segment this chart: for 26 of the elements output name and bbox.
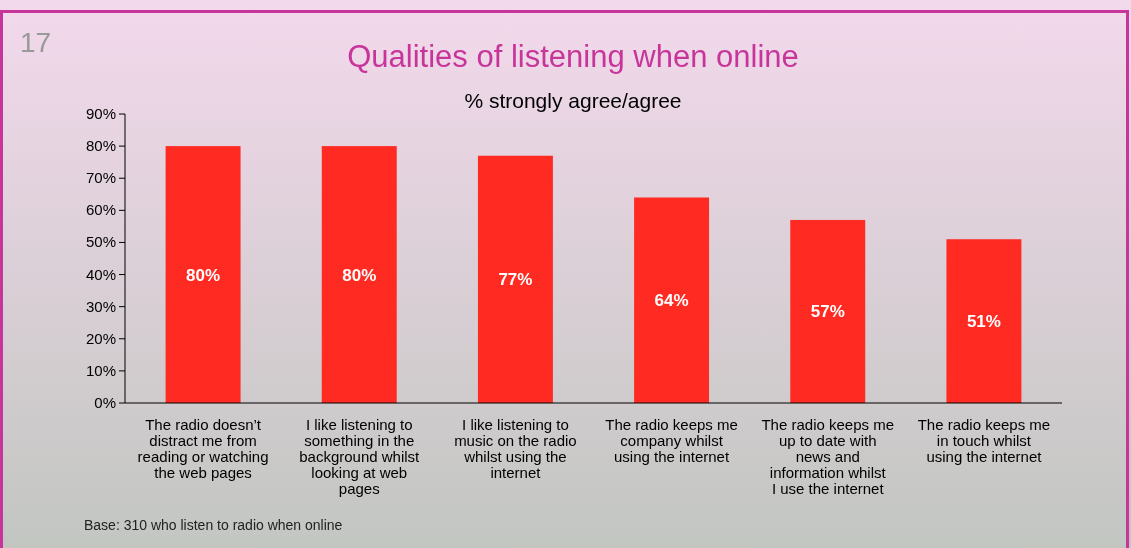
data-label: 51% (966, 312, 1001, 332)
y-tick-label: 30% (85, 297, 116, 315)
x-tick-label: The radio keeps me company whilst using the internet (605, 416, 738, 465)
y-tick-label: 10% (85, 361, 116, 379)
x-tick-label: I like listening to something in the background whilst looking at web pages (299, 416, 421, 497)
text: Base: 310 who listen to radio when online (84, 517, 343, 533)
x-tick-label: The radio doesn’t distract me from reading or watching the web pages (137, 416, 269, 481)
text: 17 (20, 27, 52, 58)
y-tick-label: 60% (85, 201, 116, 219)
y-tick-label: 0% (94, 394, 116, 411)
data-label: 80% (342, 265, 377, 285)
x-tick-label: I like listening to music on the radio whilst using the internet (454, 416, 577, 481)
y-tick-label: 40% (85, 265, 116, 283)
x-tick-label: The radio keeps me in touch whilst using the internet (917, 416, 1051, 465)
data-label: 64% (654, 291, 689, 311)
y-tick-label: 50% (85, 233, 116, 251)
x-tick-label: The radio keeps me up to date with news and information whilst I use the internet (761, 416, 895, 497)
chart-title: Qualities of listening when online (347, 39, 799, 74)
y-tick-label: 80% (85, 137, 116, 155)
data-label: 80% (186, 265, 221, 285)
data-label: 57% (810, 302, 845, 322)
y-tick-label: 20% (85, 329, 116, 347)
chart-subtitle: % strongly agree/agree (464, 89, 682, 112)
y-tick-label: 70% (85, 169, 116, 187)
data-label: 77% (498, 270, 533, 290)
y-tick-label: 90% (85, 105, 116, 122)
